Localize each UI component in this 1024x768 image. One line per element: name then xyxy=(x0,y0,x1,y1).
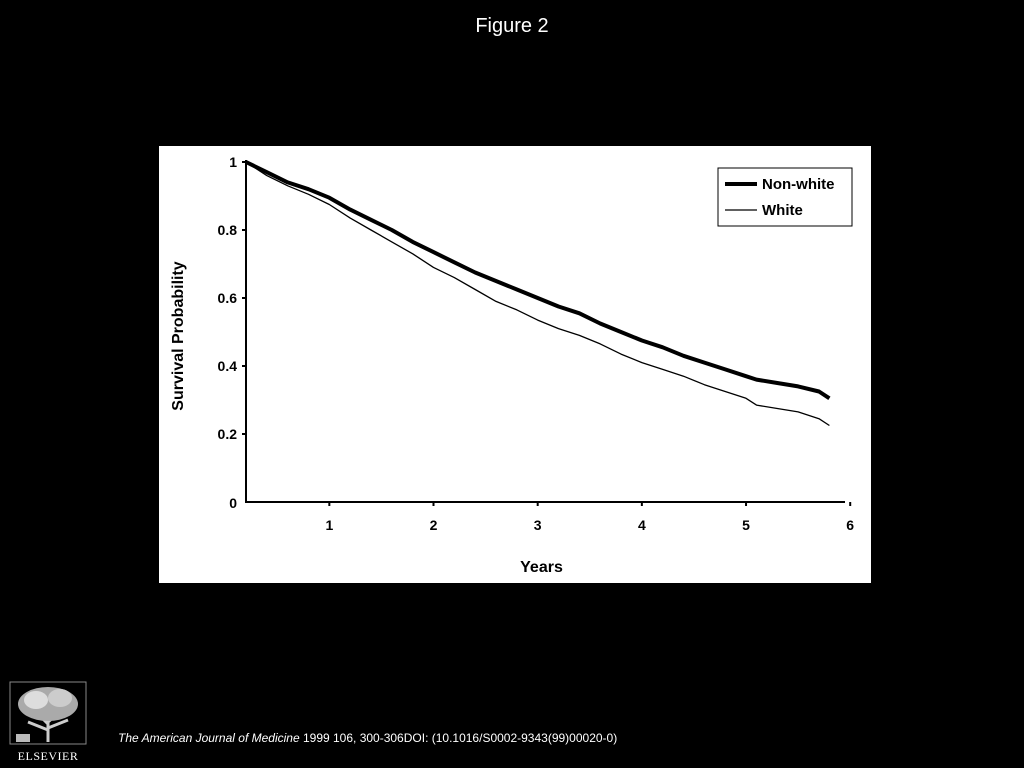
citation-journal: The American Journal of Medicine xyxy=(118,731,300,745)
series-line-non-white xyxy=(245,160,831,400)
legend-label-non-white: Non-white xyxy=(762,176,835,193)
y-tick-label: 0.8 xyxy=(218,222,238,238)
y-axis-title: Survival Probability xyxy=(170,261,187,410)
x-tick-label: 2 xyxy=(430,517,438,533)
publisher-name: ELSEVIER xyxy=(17,749,79,763)
chart-panel: 0.2 0.4 0.6 0.8 1 1 2 3 4 5 6 0 Years Survival Pro… xyxy=(159,146,871,583)
survival-chart: 0.2 0.4 0.6 0.8 1 1 2 3 4 5 6 0 Years Survival Pro… xyxy=(170,154,855,576)
y-tick-label: 0.6 xyxy=(218,290,238,306)
x-tick-label: 3 xyxy=(534,517,542,533)
publisher-logo: ELSEVIER xyxy=(8,680,88,764)
x-tick-label: 4 xyxy=(638,517,646,533)
series xyxy=(245,160,831,427)
x-tick-label: 6 xyxy=(846,517,854,533)
y-tick-label: 1 xyxy=(229,154,237,170)
citation-details: 1999 106, 300-306DOI: (10.1016/S0002-934… xyxy=(299,731,618,745)
y-tick-label: 0.2 xyxy=(218,426,238,442)
series-line-white xyxy=(245,161,830,427)
x-axis-title: Years xyxy=(520,559,563,576)
elsevier-tree-icon xyxy=(9,681,87,745)
citation: The American Journal of Medicine 1999 10… xyxy=(118,731,617,745)
legend-box xyxy=(717,167,853,227)
legend: Non-white White xyxy=(717,167,853,227)
y-zero-tick-label: 0 xyxy=(229,495,237,511)
slide-title: Figure 2 xyxy=(475,15,549,37)
ticks: 0.2 0.4 0.6 0.8 1 1 2 3 4 5 6 xyxy=(218,154,855,533)
y-tick-label: 0.4 xyxy=(218,358,238,374)
x-tick-label: 1 xyxy=(325,517,333,533)
x-tick-label: 5 xyxy=(742,517,750,533)
legend-label-white: White xyxy=(762,202,803,219)
